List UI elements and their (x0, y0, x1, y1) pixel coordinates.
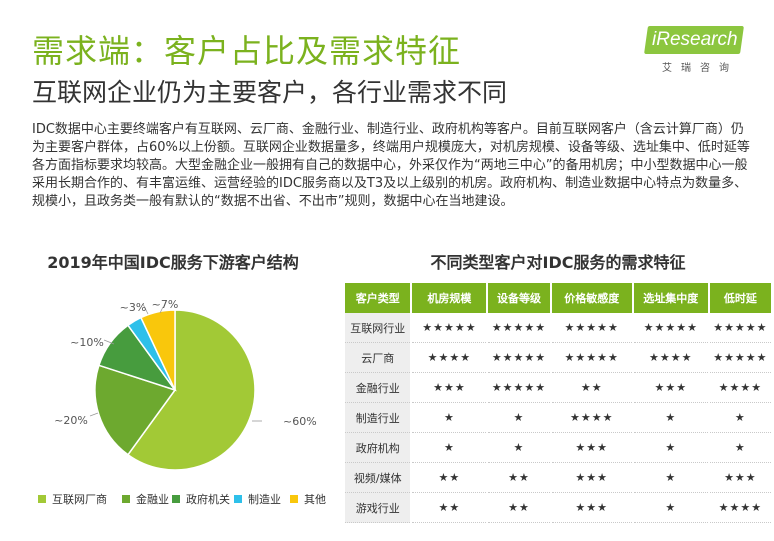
table-cell: ★★★ (551, 463, 632, 493)
table-cell: ★★★★★ (551, 343, 632, 373)
legend-item: 政府机关 (172, 491, 230, 507)
table-cell: ★★★★ (412, 343, 487, 373)
table-cell: ★★★★ (709, 373, 771, 403)
legend-item: 制造业 (234, 491, 281, 507)
table-cell: ★★★ (633, 373, 708, 403)
requirements-table: 客户类型 机房规模 设备等级 价格敏感度 选址集中度 低时延 互联网行业 ★★★★★ ★★★★… (343, 283, 773, 523)
pie-slice-1 (126, 309, 256, 471)
table-cell: ★★★★★ (551, 313, 632, 343)
data-label-3: ~10% (70, 336, 104, 349)
body-paragraph: IDC数据中心主要终端客户有互联网、云厂商、金融行业、制造行业、政府机构等客户。… (32, 122, 750, 209)
table-cell: ★★ (488, 463, 550, 493)
table-row: 游戏行业 ★★ ★★ ★★★ ★ ★★★★ (345, 493, 771, 523)
legend-swatch (38, 495, 46, 503)
iresearch-logo: iResearch 艾瑞咨询 (644, 26, 746, 74)
table-cell: ★★★ (551, 433, 632, 463)
table-cell: ★★★ (551, 493, 632, 523)
legend-label: 互联网厂商 (52, 493, 107, 506)
page-title: 需求端：客户占比及需求特征 (32, 32, 462, 70)
table-cell: ★★★★ (551, 403, 632, 433)
table-cell: ★ (633, 433, 708, 463)
table-header-row: 客户类型 机房规模 设备等级 价格敏感度 选址集中度 低时延 (345, 283, 771, 313)
legend-swatch (290, 495, 298, 503)
table-row-label: 制造行业 (345, 403, 411, 433)
table-cell: ★★★★★ (709, 343, 771, 373)
pie-chart: ~60% ~20% ~10% ~3% ~7% (54, 298, 317, 471)
legend-item: 互联网厂商 (38, 491, 107, 507)
table-header-cell: 设备等级 (488, 283, 550, 313)
table-row-label: 金融行业 (345, 373, 411, 403)
table-row-label: 游戏行业 (345, 493, 411, 523)
table-cell: ★★★★ (709, 493, 771, 523)
table-cell: ★ (633, 403, 708, 433)
table-cell: ★ (633, 493, 708, 523)
legend-label: 其他 (304, 493, 326, 506)
table-header-cell: 低时延 (709, 283, 771, 313)
legend-item: 金融业 (122, 491, 169, 507)
data-label-2: ~20% (54, 414, 88, 427)
table-cell: ★★★★★ (488, 343, 550, 373)
table-row: 视频/媒体 ★★ ★★ ★★★ ★ ★★★ (345, 463, 771, 493)
table-cell: ★★★ (412, 373, 487, 403)
table-cell: ★ (633, 463, 708, 493)
table-cell: ★ (488, 433, 550, 463)
table-cell: ★ (412, 433, 487, 463)
table-header-cell: 客户类型 (345, 283, 411, 313)
table-cell: ★★ (488, 493, 550, 523)
data-label-4: ~3% (120, 301, 147, 314)
table-header-cell: 机房规模 (412, 283, 487, 313)
table-cell: ★★★★ (633, 343, 708, 373)
table-row: 互联网行业 ★★★★★ ★★★★★ ★★★★★ ★★★★★ ★★★★★ (345, 313, 771, 343)
table-cell: ★ (709, 403, 771, 433)
data-label-leader-3 (103, 339, 115, 345)
legend-swatch (172, 495, 180, 503)
data-label-1: ~60% (283, 415, 317, 428)
table-header-cell: 价格敏感度 (551, 283, 632, 313)
data-label-leader-4 (142, 303, 149, 315)
table-cell: ★★ (412, 463, 487, 493)
table-row: 云厂商 ★★★★ ★★★★★ ★★★★★ ★★★★ ★★★★★ (345, 343, 771, 373)
legend-swatch (122, 495, 130, 503)
logo-subtext: 艾瑞咨询 (662, 63, 738, 74)
table-cell: ★★★★★ (633, 313, 708, 343)
data-label-5: ~7% (152, 298, 179, 311)
table-cell: ★ (709, 433, 771, 463)
chart-title: 2019年中国IDC服务下游客户结构 (47, 253, 299, 272)
table-row: 金融行业 ★★★ ★★★★★ ★★ ★★★ ★★★★ (345, 373, 771, 403)
data-label-leader-2 (89, 412, 99, 417)
table-cell: ★ (488, 403, 550, 433)
table-cell: ★★★★★ (488, 313, 550, 343)
table-cell: ★★★★★ (412, 313, 487, 343)
legend-label: 金融业 (136, 493, 169, 506)
data-label-leader-5 (159, 306, 164, 314)
table-cell: ★★★ (709, 463, 771, 493)
table-cell: ★★★★★ (488, 373, 550, 403)
table-title: 不同类型客户对IDC服务的需求特征 (430, 253, 686, 272)
table-cell: ★★ (412, 493, 487, 523)
table-row: 制造行业 ★ ★ ★★★★ ★ ★ (345, 403, 771, 433)
table-row-label: 视频/媒体 (345, 463, 411, 493)
table-cell: ★ (412, 403, 487, 433)
table-row-label: 云厂商 (345, 343, 411, 373)
table-row: 政府机构 ★ ★ ★★★ ★ ★ (345, 433, 771, 463)
table-body: 互联网行业 ★★★★★ ★★★★★ ★★★★★ ★★★★★ ★★★★★ 云厂商 ★★★★ ★★★… (345, 313, 771, 523)
table-row-label: 政府机构 (345, 433, 411, 463)
table-cell: ★★ (551, 373, 632, 403)
page-subtitle: 互联网企业仍为主要客户，各行业需求不同 (32, 78, 508, 107)
legend-label: 制造业 (248, 493, 281, 506)
table-row-label: 互联网行业 (345, 313, 411, 343)
legend-swatch (234, 495, 242, 503)
table-header-cell: 选址集中度 (633, 283, 708, 313)
pie-slice-2 (94, 364, 177, 456)
pie-slice-5 (139, 309, 176, 391)
legend-item: 其他 (290, 491, 326, 507)
table-cell: ★★★★★ (709, 313, 771, 343)
legend-label: 政府机关 (186, 493, 230, 506)
logo-text: iResearch (652, 29, 738, 50)
